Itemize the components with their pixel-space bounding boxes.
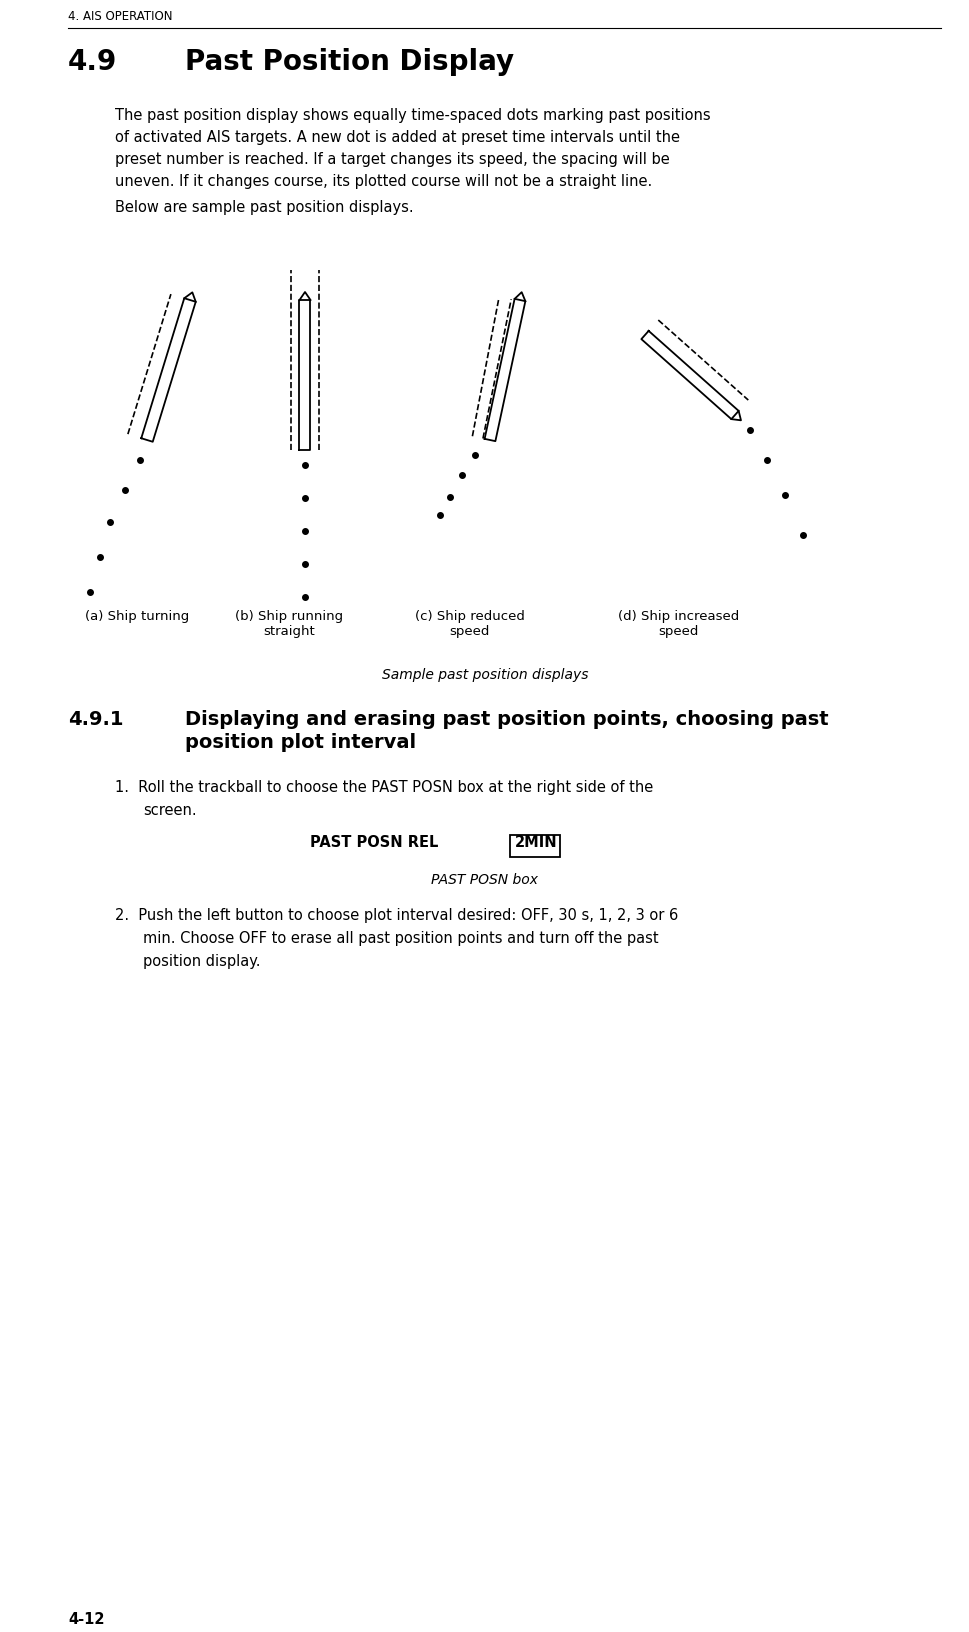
Text: screen.: screen.: [142, 803, 197, 818]
Text: position display.: position display.: [142, 955, 261, 969]
Text: 4.9: 4.9: [68, 47, 117, 77]
Text: 4-12: 4-12: [68, 1612, 105, 1627]
Polygon shape: [641, 331, 737, 419]
Text: preset number is reached. If a target changes its speed, the spacing will be: preset number is reached. If a target ch…: [115, 152, 669, 166]
Text: 4.9.1: 4.9.1: [68, 710, 123, 730]
Text: The past position display shows equally time-spaced dots marking past positions: The past position display shows equally …: [115, 108, 710, 122]
Text: (d) Ship increased
speed: (d) Ship increased speed: [617, 610, 738, 638]
Polygon shape: [299, 300, 310, 450]
Text: (a) Ship turning: (a) Ship turning: [85, 610, 189, 623]
Text: Sample past position displays: Sample past position displays: [382, 667, 587, 682]
Polygon shape: [141, 299, 196, 442]
Text: 2MIN: 2MIN: [515, 836, 557, 850]
Text: Past Position Display: Past Position Display: [185, 47, 514, 77]
Text: 2.  Push the left button to choose plot interval desired: OFF, 30 s, 1, 2, 3 or : 2. Push the left button to choose plot i…: [115, 907, 677, 924]
Text: min. Choose OFF to erase all past position points and turn off the past: min. Choose OFF to erase all past positi…: [142, 930, 658, 947]
Bar: [510, 836, 559, 857]
Text: (c) Ship reduced
speed: (c) Ship reduced speed: [415, 610, 524, 638]
Text: PAST POSN box: PAST POSN box: [431, 873, 538, 888]
Polygon shape: [484, 299, 525, 441]
Text: (b) Ship running
straight: (b) Ship running straight: [234, 610, 343, 638]
Text: Displaying and erasing past position points, choosing past: Displaying and erasing past position poi…: [185, 710, 828, 730]
Text: 4. AIS OPERATION: 4. AIS OPERATION: [68, 10, 172, 23]
Text: 1.  Roll the trackball to choose the PAST POSN box at the right side of the: 1. Roll the trackball to choose the PAST…: [115, 780, 652, 795]
Text: PAST POSN REL: PAST POSN REL: [310, 836, 438, 850]
Text: of activated AIS targets. A new dot is added at preset time intervals until the: of activated AIS targets. A new dot is a…: [115, 131, 679, 145]
Text: Below are sample past position displays.: Below are sample past position displays.: [115, 201, 413, 215]
Text: position plot interval: position plot interval: [185, 733, 416, 752]
Text: uneven. If it changes course, its plotted course will not be a straight line.: uneven. If it changes course, its plotte…: [115, 175, 651, 189]
